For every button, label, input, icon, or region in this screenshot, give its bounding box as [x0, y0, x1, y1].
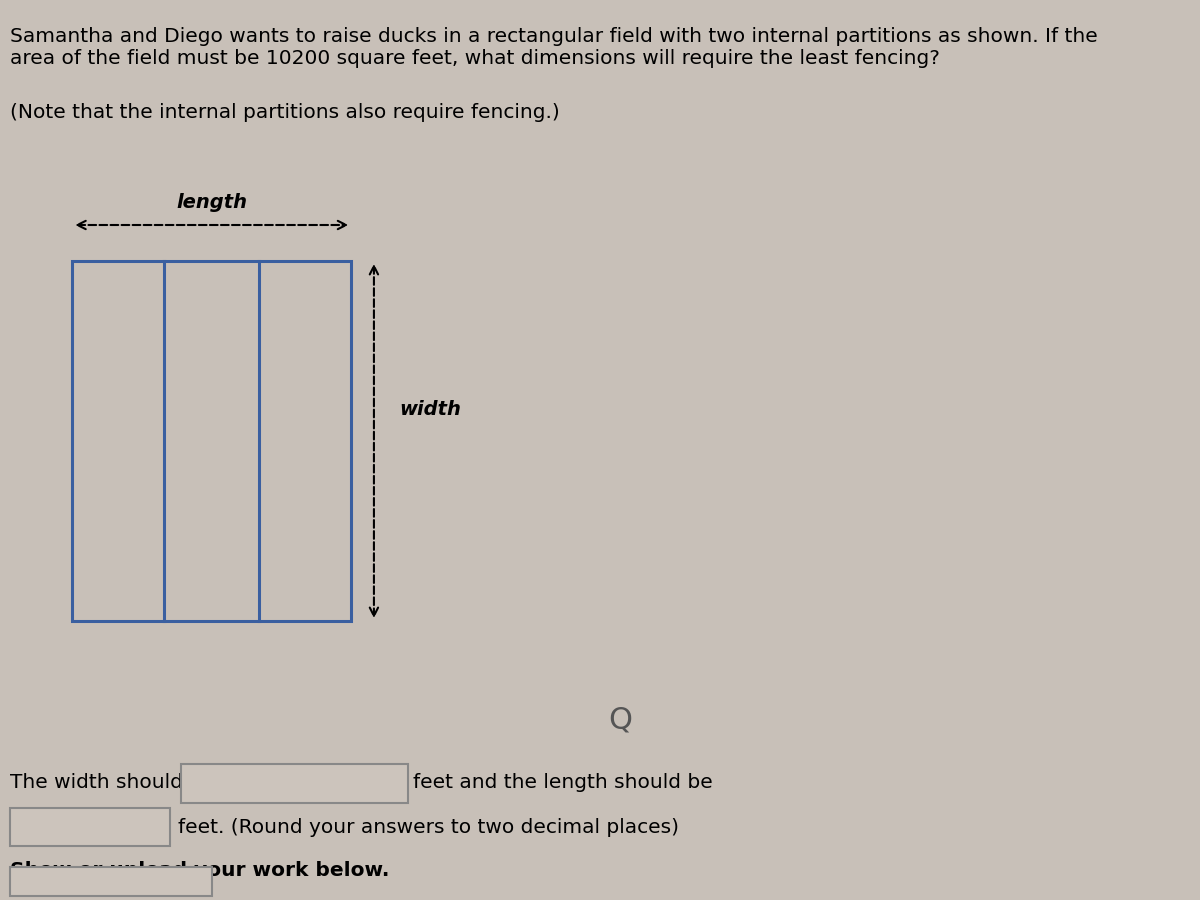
- FancyBboxPatch shape: [11, 808, 170, 846]
- Text: Samantha and Diego wants to raise ducks in a rectangular field with two internal: Samantha and Diego wants to raise ducks …: [11, 27, 1098, 68]
- Text: Show or upload your work below.: Show or upload your work below.: [11, 861, 390, 880]
- Text: feet and the length should be: feet and the length should be: [413, 773, 713, 793]
- FancyBboxPatch shape: [181, 764, 408, 803]
- Text: (Note that the internal partitions also require fencing.): (Note that the internal partitions also …: [11, 104, 560, 122]
- Text: feet. (Round your answers to two decimal places): feet. (Round your answers to two decimal…: [178, 817, 679, 837]
- Text: Q: Q: [607, 706, 631, 734]
- FancyBboxPatch shape: [11, 867, 211, 896]
- Text: The width should be: The width should be: [11, 773, 215, 793]
- Text: length: length: [176, 193, 247, 212]
- Text: width: width: [400, 400, 462, 419]
